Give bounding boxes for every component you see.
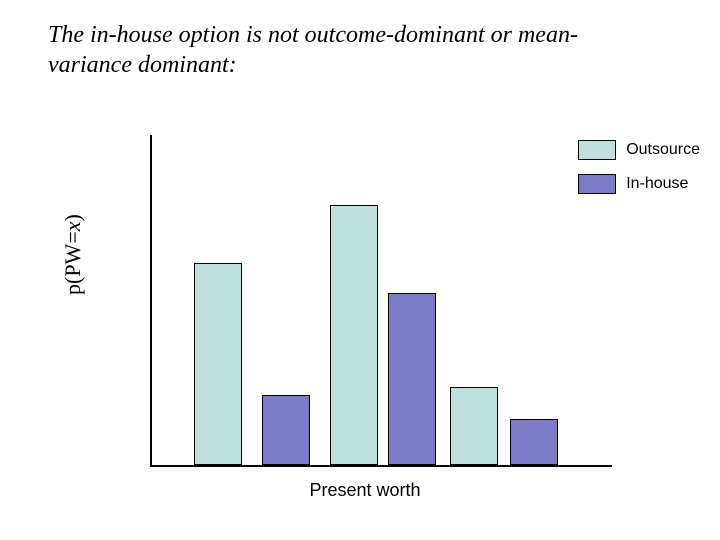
bar-1-in-house [262, 395, 310, 465]
bar-0-outsource [194, 263, 242, 465]
y-label-var: x [60, 222, 85, 232]
dominance-chart: p(PW=x) Outsource In-house Present worth [70, 135, 660, 515]
legend-label-outsource: Outsource [626, 141, 700, 159]
legend-label-inhouse: In-house [626, 175, 688, 193]
legend-item-inhouse: In-house [578, 174, 700, 194]
plot-area [150, 135, 612, 467]
x-axis-label: Present worth [70, 480, 660, 501]
legend-item-outsource: Outsource [578, 140, 700, 160]
y-label-suffix: ) [60, 214, 85, 221]
legend-swatch-outsource [578, 140, 616, 160]
bar-3-in-house [388, 293, 436, 465]
legend-swatch-inhouse [578, 174, 616, 194]
slide-title: The in-house option is not outcome-domin… [48, 20, 648, 80]
y-label-prefix: p(PW= [60, 231, 85, 295]
y-axis-label: p(PW=x) [60, 214, 86, 295]
bar-4-outsource [450, 387, 498, 465]
bar-5-in-house [510, 419, 558, 465]
bar-2-outsource [330, 205, 378, 465]
slide: The in-house option is not outcome-domin… [0, 0, 720, 540]
legend: Outsource In-house [578, 140, 700, 208]
